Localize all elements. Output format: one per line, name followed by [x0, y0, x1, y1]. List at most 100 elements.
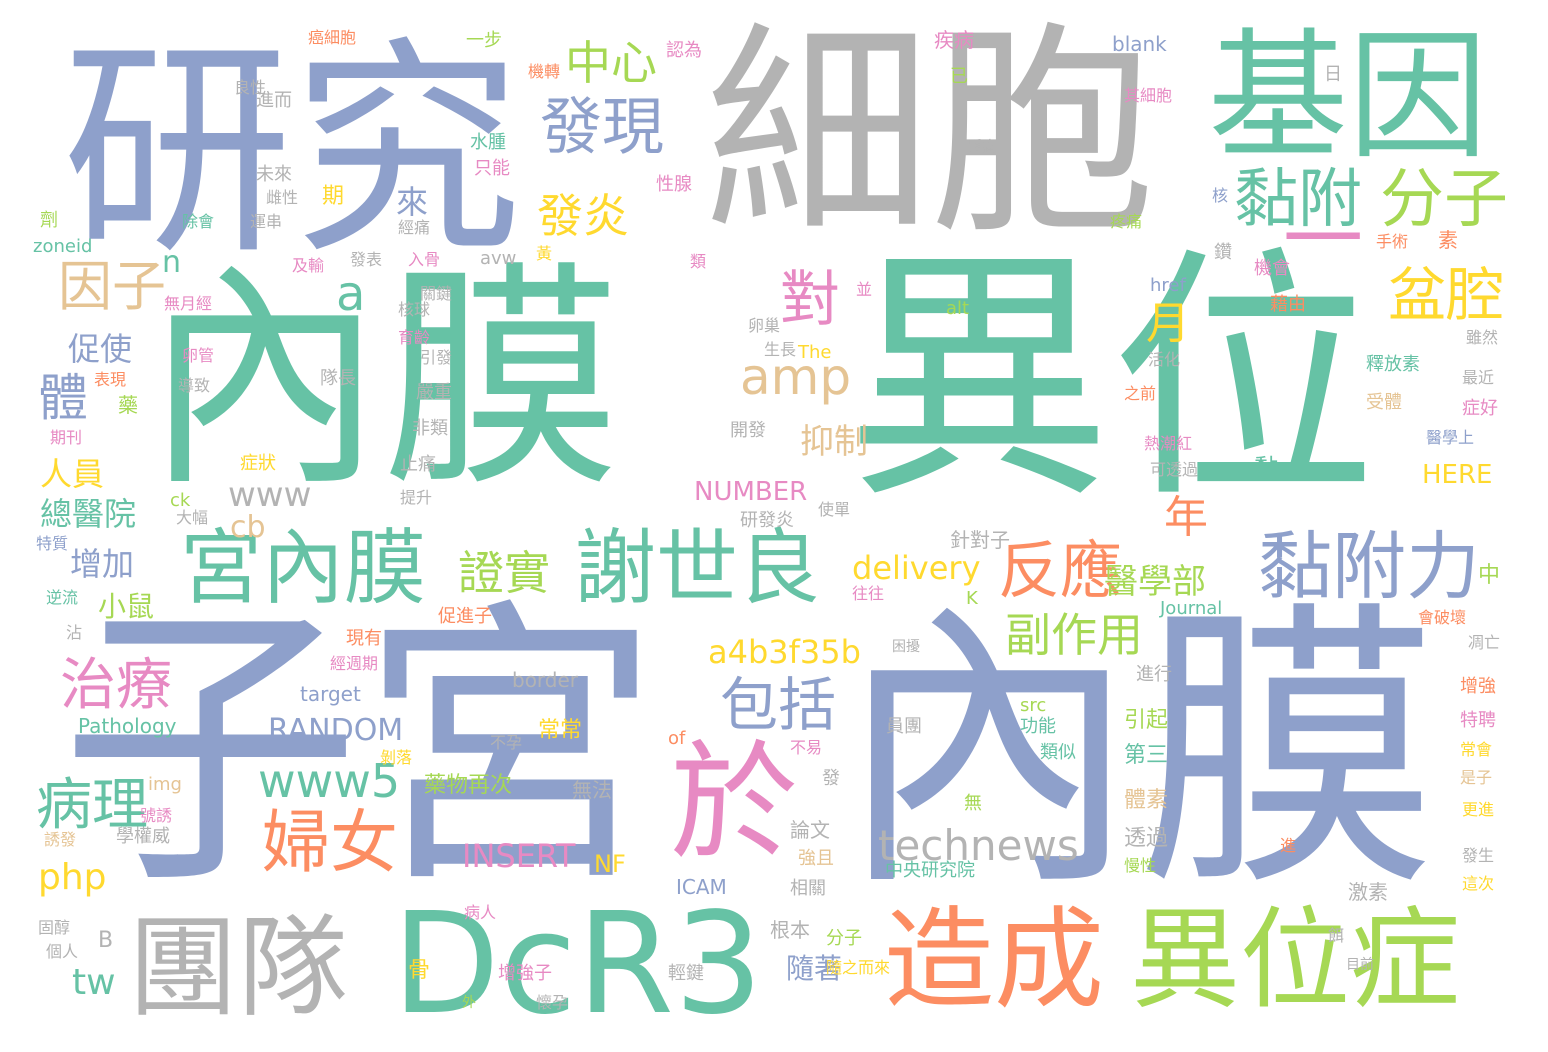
word-lunwen: 論文: [790, 818, 830, 842]
word-tengtong: 疼痛: [1110, 212, 1143, 231]
word-dui: 對: [780, 265, 840, 335]
word-jihui: 機會: [1254, 258, 1290, 279]
word-shengzhang: 生長: [764, 340, 797, 359]
word-amp: amp: [740, 348, 852, 406]
word-dafu: 大幅: [176, 508, 209, 527]
word-php: php: [38, 857, 107, 898]
word-tisheng: 提升: [400, 488, 433, 507]
word-www: www: [228, 475, 312, 515]
word-suiran: 雖然: [1466, 328, 1499, 347]
word-fasheng: 發生: [1462, 846, 1495, 865]
word-cujinzi: 促進子: [438, 606, 492, 627]
word-bushou: 不易: [790, 738, 823, 757]
word-jijing: 經痛: [398, 218, 431, 237]
word-b: B: [98, 928, 114, 953]
word-zhi: 劑: [40, 210, 58, 231]
word-of: of: [668, 728, 686, 749]
word-a: a: [336, 266, 366, 322]
word-tw: tw: [72, 962, 116, 1003]
word-bing: 並: [856, 280, 873, 299]
word-wuyuejing: 無月經: [164, 294, 213, 313]
word-wufa: 無法: [572, 778, 612, 802]
word-cb: cb: [230, 510, 266, 545]
word-huang: 黃: [536, 244, 553, 263]
word-icam: ICAM: [676, 875, 727, 899]
word-yizhi: 抑制: [800, 422, 868, 462]
word-xingxian: 性腺: [656, 174, 692, 195]
word-lei: 類: [690, 252, 707, 271]
word-changhui: 常會: [1460, 740, 1493, 759]
word-tepin: 特聘: [1460, 710, 1496, 731]
word-dash: 一: [1283, 193, 1363, 286]
word-baokuo: 包括: [720, 671, 837, 739]
word-bo: 剝落: [380, 748, 413, 767]
word-penqiang: 盆腔: [1388, 261, 1505, 329]
word-shouti: 受體: [1366, 392, 1402, 413]
word-kaifa: 開發: [730, 420, 766, 441]
word-random: RANDOM: [268, 713, 404, 748]
word-niyue: 逆流: [46, 588, 79, 607]
word-zhan: 沾: [66, 623, 83, 642]
word-zoneid: zoneid: [33, 236, 93, 257]
word-xuequanwei: 學權威: [116, 826, 170, 847]
word-img: img: [148, 774, 182, 795]
word-zengqiang: 增強: [1460, 676, 1496, 697]
word-biaoxian: 表現: [94, 370, 127, 389]
word-youfa: 誘發: [44, 830, 77, 849]
word-yunchuan: 運串: [250, 212, 283, 231]
word-xianyou: 現有: [346, 628, 382, 649]
word-ck: ck: [170, 490, 191, 511]
word-wu: 無: [964, 793, 982, 814]
word-alt: alt: [946, 298, 970, 319]
word-zhengshi: 證實: [458, 546, 550, 600]
word-keyi: 可透過: [1150, 460, 1199, 479]
word-zhitong: 止痛: [400, 454, 436, 475]
word-yibu: 一步: [466, 30, 502, 51]
word-luanguan: 卵管: [182, 346, 215, 365]
word-fabiao: 發表: [350, 250, 383, 269]
word-jiaozhuan: 機轉: [528, 62, 561, 81]
word-number: NUMBER: [694, 477, 808, 507]
word-weilai: 未來: [256, 164, 292, 185]
word-k: K: [966, 588, 978, 609]
word-wai: 外: [462, 995, 476, 1011]
word-geren: 個人: [46, 942, 79, 961]
word-zuan: 鑽: [1214, 242, 1232, 263]
word-zaocheng: 造成: [884, 896, 1104, 1024]
word-jiyin: 基因: [1208, 16, 1489, 179]
word-tezhi: 特質: [36, 534, 69, 553]
word-fenzi: 分子: [1380, 163, 1508, 237]
word-fenzi2: 分子: [826, 928, 862, 949]
word-changchang: 常常: [538, 718, 583, 743]
word-fuzuoyong: 副作用: [1005, 608, 1143, 662]
word-yinfa: 引發: [420, 348, 453, 367]
word-yi: 已: [950, 66, 968, 87]
word-shuifangfa: 釋放素: [1366, 354, 1420, 375]
word-qikan: 期刊: [50, 428, 83, 447]
word-jisu: 激素: [1348, 880, 1388, 904]
word-jiqi: 及輸: [292, 256, 325, 275]
word-reqiao: 熱潮紅: [1144, 434, 1193, 453]
word-zhiliao: 治療: [60, 653, 172, 718]
word-feilei: 非類: [412, 418, 448, 439]
word-jingzhouqi: 經週期: [330, 654, 379, 673]
word-yufa: 育齡: [398, 328, 431, 347]
word-dcr3: DcR3: [392, 883, 764, 1046]
word-n: n: [162, 245, 182, 280]
word-guanjian: 關鍵: [420, 284, 453, 303]
word-he: 核: [1212, 186, 1229, 205]
word-zuijin: 最近: [1462, 368, 1495, 387]
word-insert: INSERT: [462, 837, 576, 875]
word-cixing: 雌性: [266, 188, 299, 207]
word-xiaoshu: 小鼠: [98, 590, 155, 623]
word-jin: 進: [1280, 836, 1297, 855]
word-xiangguan: 相關: [790, 878, 826, 899]
word-tisu: 體素: [1124, 788, 1169, 813]
word-href: href: [1150, 275, 1186, 296]
word-funv: 婦女: [262, 804, 399, 883]
word-yiweizheng: 異位症: [1130, 896, 1460, 1024]
word-rixing: 腫瘤: [968, 139, 996, 155]
word-qingjian: 輕鍵: [668, 963, 704, 984]
word-jinxing: 進行: [1136, 664, 1172, 685]
word-faxian: 發現: [540, 90, 665, 163]
